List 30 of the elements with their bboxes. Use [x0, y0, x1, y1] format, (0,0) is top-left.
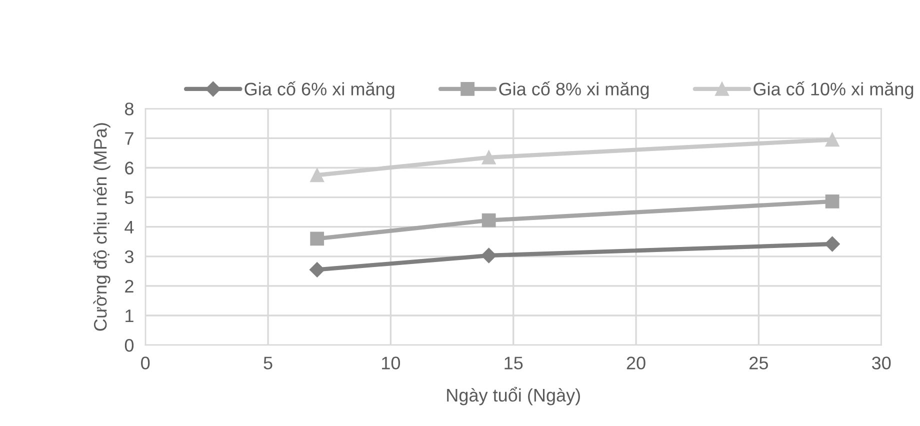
- x-axis-title: Ngày tuổi (Ngày): [447, 386, 580, 406]
- x-tick-label: 10: [382, 356, 400, 370]
- point: [482, 213, 496, 228]
- y-tick-label: 4: [124, 220, 134, 234]
- x-tick-label: 20: [626, 356, 646, 370]
- point: [310, 262, 325, 278]
- point: [310, 168, 324, 182]
- point: [825, 132, 840, 147]
- legend-label: Gia cố 8% xi măng: [499, 81, 649, 100]
- point: [310, 232, 324, 246]
- y-tick-label: 0: [124, 338, 134, 352]
- x-tick-label: 5: [264, 356, 272, 370]
- legend-label: Gia cố 6% xi măng: [244, 81, 394, 100]
- x-tick-label: 30: [872, 356, 891, 370]
- y-tick-label: 3: [124, 250, 134, 264]
- point: [825, 194, 840, 208]
- x-tick-label: 25: [750, 356, 768, 370]
- x-tick-label: 0: [141, 356, 150, 370]
- y-axis-title: Cường độ chịu nén (MPa): [93, 123, 110, 331]
- y-tick-label: 1: [126, 310, 134, 322]
- point: [482, 150, 496, 164]
- x-tick-label: 15: [504, 356, 523, 370]
- legend-label: Gia cố 10% xi măng: [754, 81, 914, 100]
- y-tick-label: 5: [124, 191, 134, 204]
- point: [481, 248, 496, 264]
- y-tick-label: 8: [124, 102, 134, 116]
- y-tick-label: 2: [125, 280, 134, 292]
- y-tick-label: 6: [125, 162, 134, 174]
- point: [824, 236, 840, 252]
- y-tick-label: 7: [125, 132, 134, 145]
